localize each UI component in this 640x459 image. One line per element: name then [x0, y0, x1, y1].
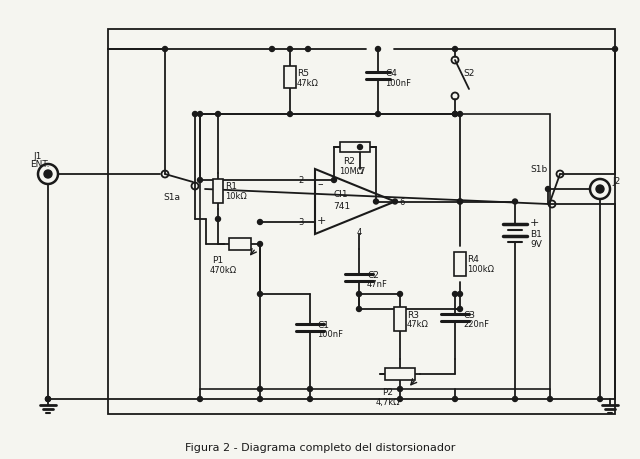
Text: R5: R5 [297, 69, 309, 78]
Text: C4: C4 [385, 69, 397, 78]
Circle shape [198, 397, 202, 402]
Text: 100nF: 100nF [385, 78, 411, 87]
Circle shape [332, 178, 337, 183]
Text: R3: R3 [407, 311, 419, 320]
Bar [229, 239, 251, 251]
Text: 10MΩ: 10MΩ [339, 167, 363, 176]
Circle shape [452, 47, 458, 52]
Text: 2: 2 [298, 176, 303, 185]
Text: Figura 2 - Diagrama completo del distorsionador: Figura 2 - Diagrama completo del distors… [185, 442, 455, 452]
Text: 47kΩ: 47kΩ [407, 320, 429, 329]
Text: 10kΩ: 10kΩ [225, 192, 247, 201]
Text: C1: C1 [317, 321, 329, 330]
Text: 47kΩ: 47kΩ [297, 79, 319, 88]
Text: –: – [317, 179, 323, 189]
Bar [108, 30, 615, 414]
Circle shape [596, 185, 604, 194]
Circle shape [458, 200, 463, 205]
Text: S1a: S1a [163, 193, 180, 202]
Text: 7: 7 [359, 167, 364, 176]
Text: 220nF: 220nF [463, 320, 489, 329]
Text: CI1: CI1 [333, 190, 348, 199]
Text: R4: R4 [467, 255, 479, 264]
Bar [394, 308, 406, 331]
Circle shape [397, 386, 403, 392]
Circle shape [513, 397, 518, 402]
Text: 741: 741 [333, 202, 350, 211]
Circle shape [216, 217, 221, 222]
Bar [284, 67, 296, 89]
Text: J2: J2 [612, 177, 620, 186]
Circle shape [307, 397, 312, 402]
Bar [385, 368, 415, 380]
Text: 47nF: 47nF [367, 280, 388, 289]
Circle shape [545, 187, 550, 192]
Circle shape [44, 171, 52, 179]
Circle shape [376, 47, 381, 52]
Bar [454, 252, 466, 276]
Text: C3: C3 [463, 311, 475, 320]
Circle shape [598, 397, 602, 402]
Circle shape [612, 47, 618, 52]
Text: S2: S2 [463, 68, 474, 77]
Text: 6: 6 [399, 197, 404, 207]
Text: ENT.: ENT. [30, 160, 49, 169]
Text: +: + [530, 218, 540, 228]
Text: C2: C2 [367, 271, 379, 280]
Circle shape [452, 397, 458, 402]
Circle shape [547, 397, 552, 402]
Bar [200, 115, 550, 389]
Circle shape [193, 112, 198, 117]
Text: R2: R2 [343, 157, 355, 166]
Circle shape [287, 47, 292, 52]
Bar [213, 179, 223, 203]
Circle shape [356, 307, 362, 312]
Circle shape [257, 220, 262, 225]
Circle shape [397, 292, 403, 297]
Circle shape [452, 292, 458, 297]
Circle shape [45, 397, 51, 402]
Text: 4,7kΩ: 4,7kΩ [376, 397, 400, 407]
Text: R1: R1 [225, 182, 237, 191]
Circle shape [374, 200, 378, 205]
Circle shape [257, 242, 262, 247]
Circle shape [163, 47, 168, 52]
Text: 100kΩ: 100kΩ [467, 265, 494, 274]
Text: P1: P1 [212, 256, 223, 265]
Text: B1: B1 [530, 230, 542, 239]
Circle shape [376, 112, 381, 117]
Text: 3: 3 [298, 218, 304, 227]
Circle shape [397, 397, 403, 402]
Circle shape [216, 112, 221, 117]
Text: 100nF: 100nF [317, 330, 343, 339]
Circle shape [452, 112, 458, 117]
Text: J1: J1 [33, 152, 42, 161]
Circle shape [307, 386, 312, 392]
Circle shape [458, 112, 463, 117]
Circle shape [269, 47, 275, 52]
Circle shape [45, 397, 51, 402]
Circle shape [198, 112, 202, 117]
Text: P2: P2 [383, 388, 394, 397]
Bar [340, 143, 370, 153]
Circle shape [458, 200, 463, 205]
Text: 9V: 9V [530, 240, 542, 249]
Circle shape [513, 200, 518, 205]
Circle shape [257, 397, 262, 402]
Circle shape [287, 112, 292, 117]
Circle shape [392, 200, 397, 205]
Circle shape [458, 307, 463, 312]
Text: +: + [317, 216, 326, 225]
Circle shape [458, 292, 463, 297]
Circle shape [305, 47, 310, 52]
Text: 470kΩ: 470kΩ [210, 266, 237, 275]
Circle shape [452, 112, 458, 117]
Circle shape [358, 145, 362, 150]
Circle shape [198, 178, 202, 183]
Circle shape [257, 292, 262, 297]
Text: S1b: S1b [530, 165, 547, 174]
Text: 4: 4 [357, 228, 362, 237]
Circle shape [356, 292, 362, 297]
Circle shape [257, 386, 262, 392]
